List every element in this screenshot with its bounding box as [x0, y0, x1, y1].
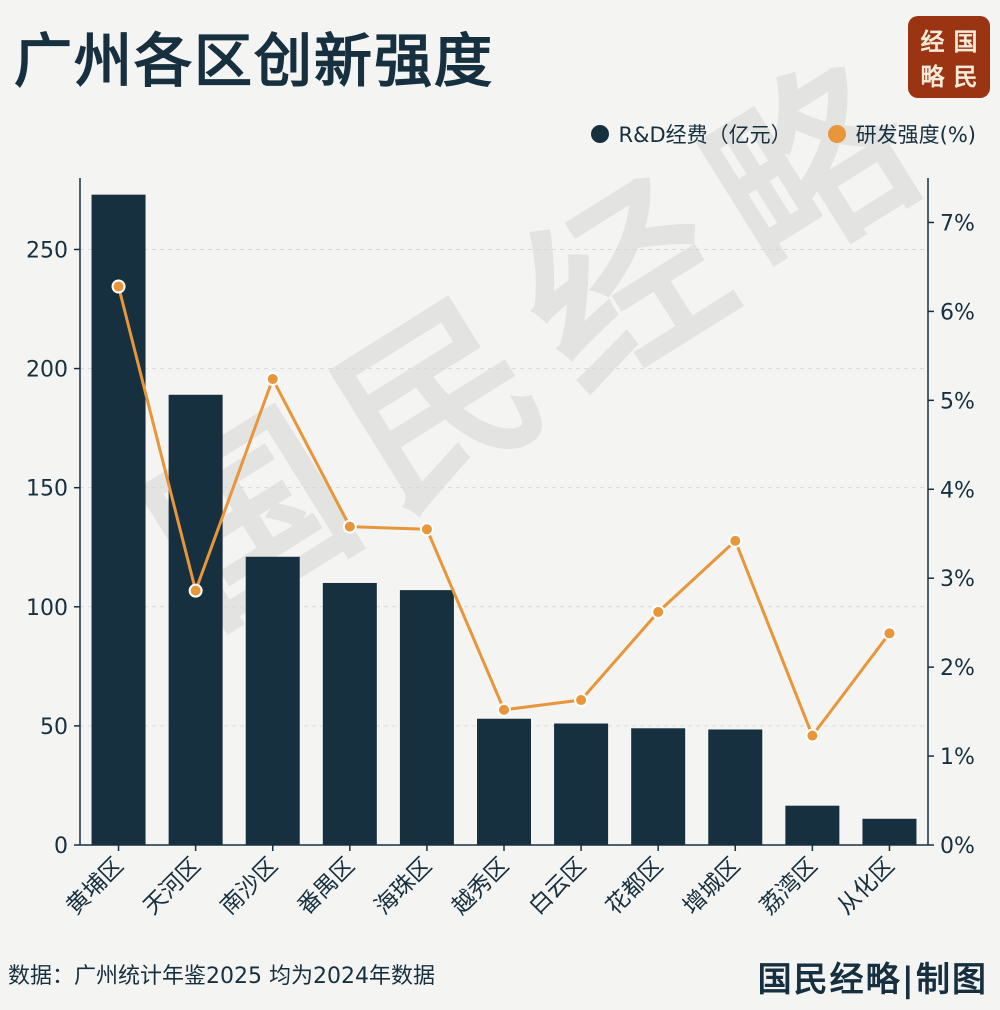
logo-char: 略 — [920, 62, 945, 91]
bar — [399, 590, 454, 845]
x-tick-label: 海珠区 — [370, 853, 437, 920]
y-right-tick-label: 4% — [940, 478, 975, 503]
bar — [477, 718, 531, 845]
legend-label-intensity: 研发强度(%) — [855, 123, 976, 147]
x-tick-label: 越秀区 — [447, 853, 514, 920]
brand-logo: 经 国 略 民 — [908, 16, 990, 98]
bar — [245, 556, 300, 845]
y-right-tick-label: 6% — [940, 300, 975, 325]
bar — [322, 582, 377, 845]
x-tick-label: 番禺区 — [293, 853, 360, 920]
y-right-tick-label: 3% — [940, 567, 975, 592]
y-right-tick-label: 7% — [940, 211, 975, 236]
intensity-point — [497, 702, 511, 717]
bar — [708, 729, 763, 845]
bar — [862, 818, 917, 845]
y-right-tick-label: 1% — [940, 745, 975, 770]
x-tick-label: 天河区 — [139, 853, 206, 920]
page-title: 广州各区创新强度 — [14, 27, 495, 95]
intensity-point — [651, 604, 666, 619]
intensity-point — [728, 533, 743, 548]
legend-item-intensity: 研发强度(%) — [827, 119, 976, 149]
x-tick-label: 花都区 — [601, 853, 668, 920]
intensity-point — [574, 693, 589, 708]
bar — [168, 394, 223, 845]
bar — [91, 194, 146, 846]
x-tick-label: 白云区 — [524, 853, 591, 920]
y-left-tick-label: 0 — [54, 834, 68, 859]
y-left-tick-label: 200 — [26, 358, 68, 383]
bar — [554, 723, 609, 845]
legend-item-rd: R&D经费（亿元） — [590, 119, 792, 149]
intensity-point — [188, 583, 203, 598]
bar — [785, 805, 840, 845]
y-right-tick-label: 0% — [940, 834, 975, 859]
y-left-tick-label: 50 — [40, 715, 68, 740]
legend-swatch-intensity — [827, 125, 846, 143]
logo-char: 国 — [953, 27, 978, 56]
x-tick-label: 南沙区 — [216, 853, 283, 920]
logo-char: 经 — [920, 27, 945, 56]
x-tick-label: 黄埔区 — [62, 853, 129, 920]
y-right-tick-label: 5% — [940, 389, 975, 414]
x-tick-label: 荔湾区 — [755, 853, 822, 920]
legend-swatch-rd — [590, 125, 609, 143]
y-right-tick-label: 2% — [940, 656, 975, 681]
y-left-tick-label: 100 — [26, 596, 68, 621]
intensity-point — [265, 371, 280, 386]
legend-label-rd: R&D经费（亿元） — [618, 123, 792, 147]
intensity-point — [342, 519, 357, 534]
intensity-point — [419, 522, 434, 537]
data-source: 数据：广州统计年鉴2025 均为2024年数据 — [8, 964, 435, 989]
y-left-tick-label: 250 — [26, 238, 68, 263]
intensity-point — [882, 626, 897, 641]
intensity-point — [805, 728, 820, 743]
chart-legend: R&D经费（亿元） 研发强度(%) — [590, 119, 976, 149]
intensity-point — [111, 279, 126, 294]
y-left-tick-label: 150 — [26, 477, 68, 502]
footer-brand: 国民经略|制图 — [757, 960, 988, 1000]
intensity-line — [117, 286, 891, 738]
bar — [631, 728, 686, 845]
x-tick-label: 增城区 — [678, 853, 745, 920]
x-tick-label: 从化区 — [833, 853, 900, 920]
logo-char: 民 — [953, 62, 978, 91]
